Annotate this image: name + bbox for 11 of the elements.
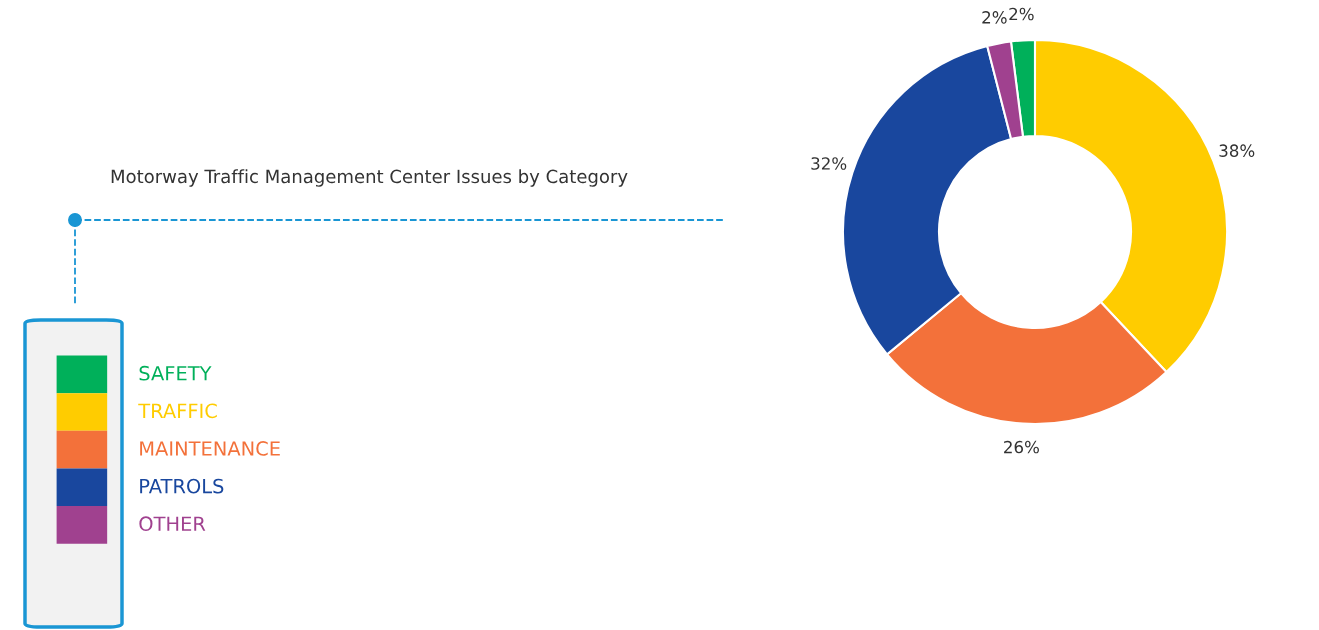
data-label: 32% [811,157,847,170]
text: Motorway Traffic Management Center Issues by Category [111,169,628,187]
data-label: 2% [1009,7,1034,21]
legend-label: SAFETY [139,365,212,381]
legend-label: MAINTENANCE [140,441,280,456]
legend-label: TRAFFIC [138,403,217,419]
legend-label: OTHER [139,516,206,532]
data-label: 26% [1004,440,1039,454]
data-label: 38% [1219,144,1255,157]
legend-label: PATROLS [140,478,224,494]
data-label: 2% [982,11,1007,24]
